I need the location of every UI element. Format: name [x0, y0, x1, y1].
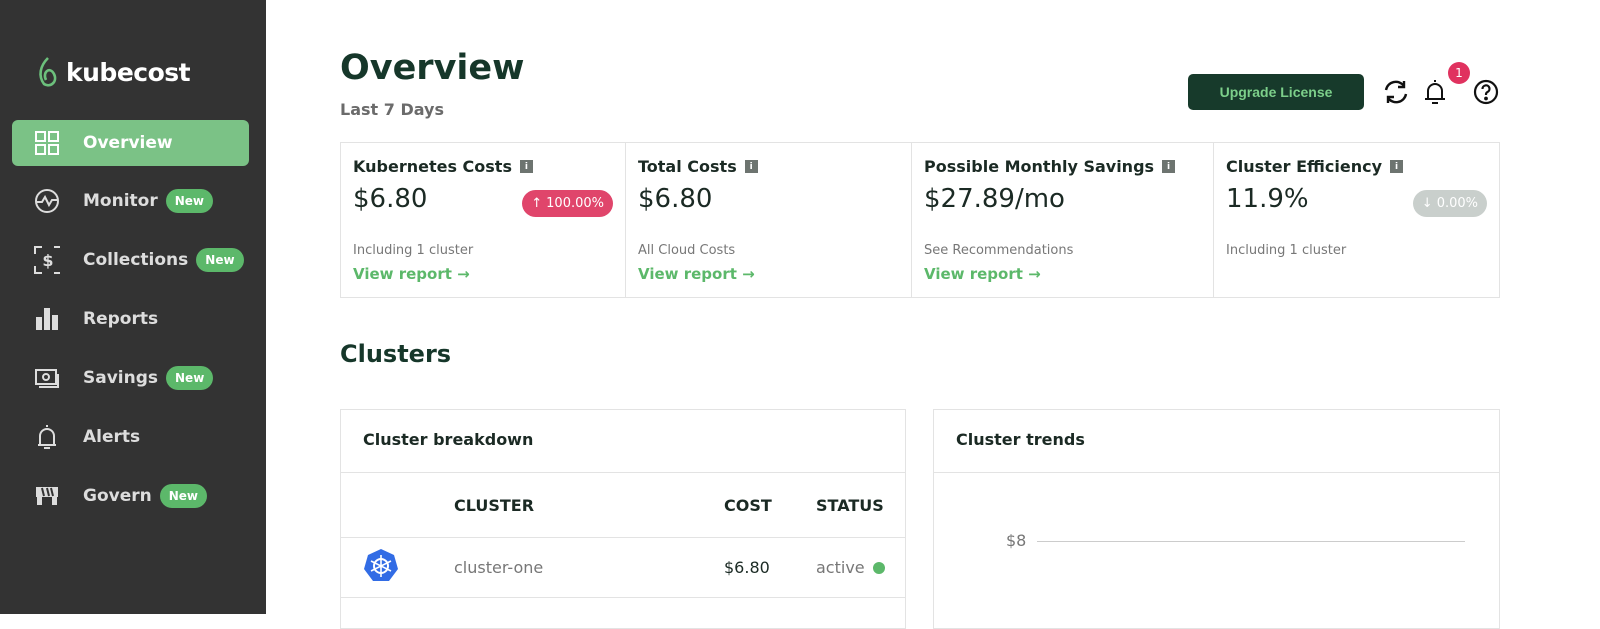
monitor-icon	[34, 188, 60, 214]
cluster-status: active	[816, 558, 865, 577]
column-header-cluster[interactable]: CLUSTER	[454, 495, 535, 515]
table-row[interactable]: cluster-one $6.80 active	[341, 538, 905, 598]
money-icon	[34, 365, 60, 391]
sidebar-item-monitor[interactable]: Monitor New	[12, 178, 249, 224]
card-value: $27.89/mo	[924, 184, 1065, 214]
sidebar-item-savings[interactable]: Savings New	[12, 355, 249, 401]
card-title: Possible Monthly Savings	[924, 157, 1155, 176]
kubecost-logo[interactable]: kubecost	[36, 56, 191, 88]
sidebar-item-label: Collections	[83, 250, 189, 270]
arrow-up-icon: ↑	[531, 196, 543, 211]
change-badge: ↑ 100.00%	[522, 190, 613, 217]
table-header: CLUSTER COST STATUS	[341, 473, 905, 538]
upgrade-license-button[interactable]: Upgrade License	[1188, 74, 1364, 110]
card-value: $6.80	[353, 184, 428, 214]
new-badge: New	[165, 189, 213, 213]
bar-chart-icon	[34, 306, 60, 332]
kubernetes-costs-card: Kubernetes Costs i $6.80 ↑ 100.00% Includi…	[341, 143, 626, 297]
card-note: Including 1 cluster	[353, 243, 474, 258]
kubernetes-icon	[363, 548, 454, 588]
date-range: Last 7 Days	[340, 100, 444, 119]
change-value: 100.00%	[546, 196, 604, 211]
summary-cards: Kubernetes Costs i $6.80 ↑ 100.00% Includi…	[340, 142, 1500, 298]
svg-text:$: $	[42, 251, 53, 270]
sidebar-item-label: Alerts	[83, 427, 141, 447]
page-title: Overview	[340, 48, 525, 88]
notifications-bell-icon[interactable]	[1421, 78, 1449, 106]
refresh-icon[interactable]	[1382, 78, 1410, 106]
card-note: Including 1 cluster	[1226, 243, 1347, 258]
sidebar-item-collections[interactable]: $ Collections New	[12, 237, 249, 283]
sidebar-item-label: Reports	[83, 309, 159, 329]
card-title: Kubernetes Costs	[353, 157, 512, 176]
brand-name: kubecost	[66, 57, 191, 87]
sidebar-item-label: Govern	[83, 486, 152, 506]
notification-count-badge: 1	[1448, 62, 1470, 84]
card-value: $6.80	[638, 184, 713, 214]
clusters-heading: Clusters	[340, 340, 452, 368]
status-active-dot	[872, 561, 885, 574]
new-badge: New	[159, 484, 208, 508]
cluster-cost: $6.80	[724, 558, 770, 577]
sidebar-item-label: Overview	[83, 133, 173, 153]
view-report-link[interactable]: View report →	[638, 265, 755, 283]
card-note: All Cloud Costs	[638, 243, 736, 258]
total-costs-card: Total Costs i $6.80 All Cloud Costs View …	[626, 143, 912, 297]
new-badge: New	[196, 248, 244, 272]
info-icon[interactable]: i	[1162, 160, 1176, 173]
cluster-trends-panel: Cluster trends $8	[933, 409, 1500, 629]
card-value: 11.9%	[1226, 184, 1309, 214]
arrow-right-icon: →	[1028, 265, 1041, 283]
sidebar-item-alerts[interactable]: Alerts	[12, 414, 249, 460]
cluster-efficiency-card: Cluster Efficiency i 11.9% ↓ 0.00% Includi…	[1214, 143, 1499, 297]
sidebar: kubecost Overview Monitor New $ Collecti…	[0, 0, 266, 614]
view-report-link[interactable]: View report →	[924, 265, 1041, 283]
help-icon[interactable]	[1473, 78, 1501, 106]
change-value: 0.00%	[1436, 196, 1478, 211]
view-report-link[interactable]: View report →	[353, 265, 470, 283]
arrow-right-icon: →	[742, 265, 755, 283]
grid-icon	[34, 130, 60, 156]
panel-title: Cluster breakdown	[341, 410, 905, 473]
change-badge: ↓ 0.00%	[1412, 190, 1487, 217]
arrow-down-icon: ↓	[1421, 196, 1433, 211]
sidebar-item-label: Savings	[83, 368, 159, 388]
info-icon[interactable]: i	[744, 160, 758, 173]
cluster-breakdown-panel: Cluster breakdown CLUSTER COST STATUS cl…	[340, 409, 906, 629]
info-icon[interactable]: i	[519, 160, 533, 173]
govern-icon	[34, 483, 60, 509]
sidebar-item-govern[interactable]: Govern New	[12, 473, 249, 519]
cluster-name[interactable]: cluster-one	[454, 558, 544, 577]
dollar-frame-icon: $	[34, 246, 60, 274]
gridline	[1037, 541, 1465, 542]
column-header-cost[interactable]: COST	[724, 495, 772, 515]
info-icon[interactable]: i	[1390, 160, 1403, 173]
sidebar-item-overview[interactable]: Overview	[12, 120, 249, 166]
card-title: Total Costs	[638, 157, 737, 176]
sidebar-item-label: Monitor	[83, 191, 158, 211]
bell-icon	[34, 424, 60, 450]
card-title: Cluster Efficiency	[1226, 157, 1382, 176]
column-header-status[interactable]: STATUS	[816, 495, 884, 515]
sidebar-item-reports[interactable]: Reports	[12, 296, 249, 342]
monthly-savings-card: Possible Monthly Savings i $27.89/mo See …	[912, 143, 1214, 297]
y-axis-tick: $8	[1006, 531, 1027, 550]
panel-title: Cluster trends	[934, 410, 1499, 473]
kubecost-logo-icon	[39, 57, 57, 87]
new-badge: New	[166, 366, 214, 390]
card-note: See Recommendations	[924, 243, 1074, 258]
arrow-right-icon: →	[457, 265, 470, 283]
